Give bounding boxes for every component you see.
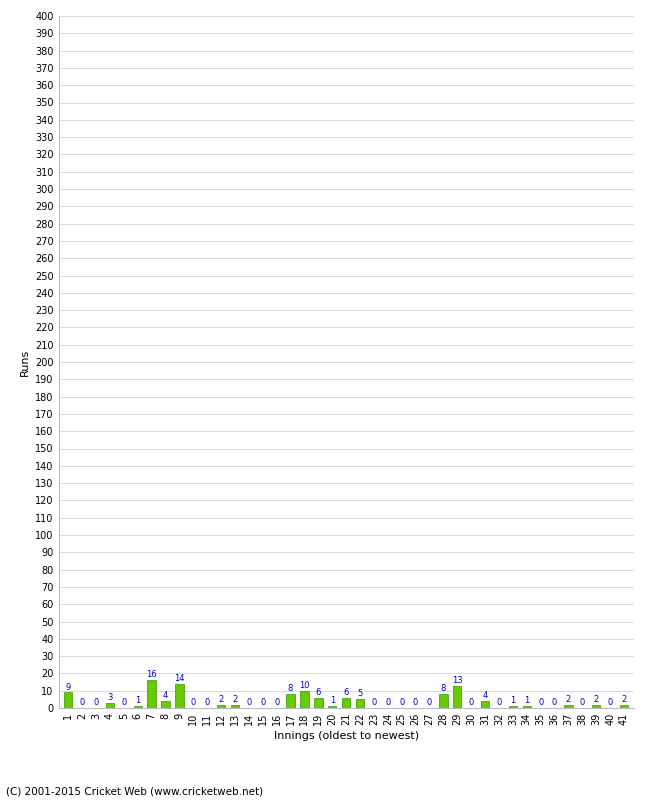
- Text: 14: 14: [174, 674, 185, 683]
- Bar: [592, 705, 601, 708]
- Text: 0: 0: [94, 698, 99, 707]
- Text: 0: 0: [580, 698, 585, 707]
- Text: 16: 16: [146, 670, 157, 679]
- Bar: [328, 706, 337, 708]
- Text: 0: 0: [399, 698, 404, 707]
- Bar: [481, 701, 489, 708]
- Text: 9: 9: [66, 682, 71, 691]
- Text: 0: 0: [497, 698, 502, 707]
- Text: 2: 2: [566, 694, 571, 704]
- Text: 0: 0: [79, 698, 84, 707]
- Text: 0: 0: [274, 698, 280, 707]
- Bar: [620, 705, 628, 708]
- Text: 0: 0: [190, 698, 196, 707]
- Bar: [453, 686, 461, 708]
- Text: 10: 10: [299, 681, 309, 690]
- Text: 1: 1: [330, 697, 335, 706]
- Text: 8: 8: [288, 684, 293, 694]
- Text: 5: 5: [358, 690, 363, 698]
- Text: 3: 3: [107, 693, 112, 702]
- Bar: [176, 684, 183, 708]
- Bar: [300, 690, 309, 708]
- Text: 4: 4: [163, 691, 168, 700]
- Text: 0: 0: [121, 698, 127, 707]
- Text: 0: 0: [246, 698, 252, 707]
- Text: 6: 6: [316, 688, 321, 697]
- Bar: [148, 680, 156, 708]
- Text: 0: 0: [538, 698, 543, 707]
- Text: 1: 1: [135, 697, 140, 706]
- Bar: [439, 694, 448, 708]
- Text: 8: 8: [441, 684, 446, 694]
- Text: 0: 0: [205, 698, 210, 707]
- Text: 2: 2: [621, 694, 627, 704]
- Text: 0: 0: [385, 698, 391, 707]
- Bar: [314, 698, 322, 708]
- X-axis label: Innings (oldest to newest): Innings (oldest to newest): [274, 731, 419, 741]
- Bar: [161, 701, 170, 708]
- Y-axis label: Runs: Runs: [20, 348, 29, 376]
- Bar: [564, 705, 573, 708]
- Bar: [64, 693, 72, 708]
- Bar: [356, 699, 364, 708]
- Text: (C) 2001-2015 Cricket Web (www.cricketweb.net): (C) 2001-2015 Cricket Web (www.cricketwe…: [6, 786, 264, 796]
- Bar: [342, 698, 350, 708]
- Text: 0: 0: [469, 698, 474, 707]
- Bar: [287, 694, 294, 708]
- Text: 0: 0: [371, 698, 376, 707]
- Bar: [217, 705, 226, 708]
- Bar: [133, 706, 142, 708]
- Text: 1: 1: [510, 697, 515, 706]
- Text: 13: 13: [452, 676, 463, 685]
- Bar: [523, 706, 531, 708]
- Text: 2: 2: [232, 694, 238, 704]
- Text: 2: 2: [593, 694, 599, 704]
- Text: 0: 0: [260, 698, 265, 707]
- Text: 6: 6: [343, 688, 349, 697]
- Text: 2: 2: [218, 694, 224, 704]
- Bar: [231, 705, 239, 708]
- Text: 0: 0: [427, 698, 432, 707]
- Bar: [106, 703, 114, 708]
- Bar: [509, 706, 517, 708]
- Text: 1: 1: [524, 697, 529, 706]
- Text: 0: 0: [608, 698, 613, 707]
- Text: 0: 0: [552, 698, 557, 707]
- Text: 4: 4: [482, 691, 488, 700]
- Text: 0: 0: [413, 698, 418, 707]
